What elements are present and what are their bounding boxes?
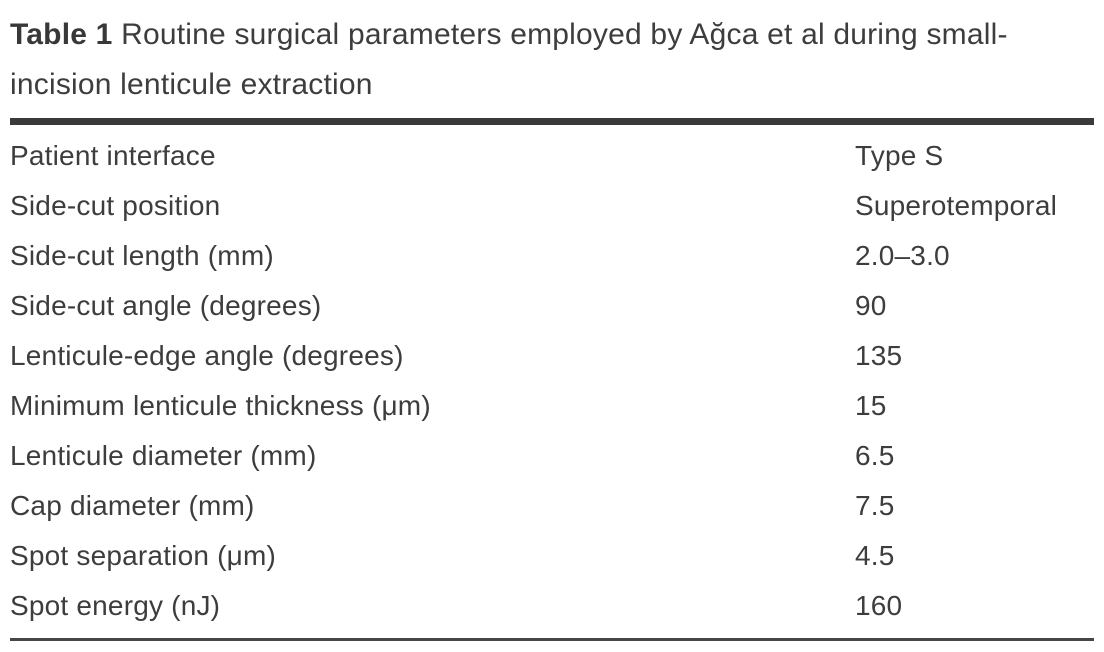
value-cell: 4.5: [855, 540, 895, 571]
value-cell: 2.0–3.0: [855, 240, 950, 271]
value-cell: 6.5: [855, 440, 895, 471]
value-cell: 135: [855, 340, 903, 371]
param-cell: Minimum lenticule thickness (μm): [10, 390, 431, 421]
table-row: Spot separation (μm) 4.5: [10, 531, 1094, 581]
table-row: Side-cut angle (degrees) 90: [10, 281, 1094, 331]
value-cell: 160: [855, 590, 903, 621]
table-top-rule: [10, 118, 1094, 125]
table-caption-text: Routine surgical parameters employed by …: [10, 18, 1008, 101]
param-cell: Lenticule-edge angle (degrees): [10, 340, 404, 371]
param-cell: Side-cut position: [10, 190, 221, 221]
value-cell: Superotemporal: [855, 190, 1058, 221]
value-cell: 15: [855, 390, 887, 421]
table-bottom-rule: [10, 638, 1094, 641]
param-cell: Spot energy (nJ): [10, 590, 221, 621]
table-row: Lenticule-edge angle (degrees) 135: [10, 331, 1094, 381]
table-row: Patient interface Type S: [10, 131, 1094, 181]
table-body: Patient interface Type S Side-cut position…: [10, 125, 1094, 631]
param-cell: Spot separation (μm): [10, 540, 277, 571]
table-row: Cap diameter (mm) 7.5: [10, 481, 1094, 531]
param-cell: Lenticule diameter (mm): [10, 440, 317, 471]
table-row: Side-cut length (mm) 2.0–3.0: [10, 231, 1094, 281]
value-cell: 7.5: [855, 490, 895, 521]
table-row: Side-cut position Superotemporal: [10, 181, 1094, 231]
param-cell: Side-cut length (mm): [10, 240, 274, 271]
param-cell: Side-cut angle (degrees): [10, 290, 322, 321]
table-caption-label: Table 1: [10, 18, 113, 51]
param-cell: Patient interface: [10, 140, 216, 171]
table-row: Lenticule diameter (mm) 6.5: [10, 431, 1094, 481]
table-row: Spot energy (nJ) 160: [10, 581, 1094, 631]
table-caption: Table 1 Routine surgical parameters empl…: [10, 10, 1094, 110]
value-cell: 90: [855, 290, 887, 321]
param-cell: Cap diameter (mm): [10, 490, 255, 521]
value-cell: Type S: [855, 140, 944, 171]
table-row: Minimum lenticule thickness (μm) 15: [10, 381, 1094, 431]
